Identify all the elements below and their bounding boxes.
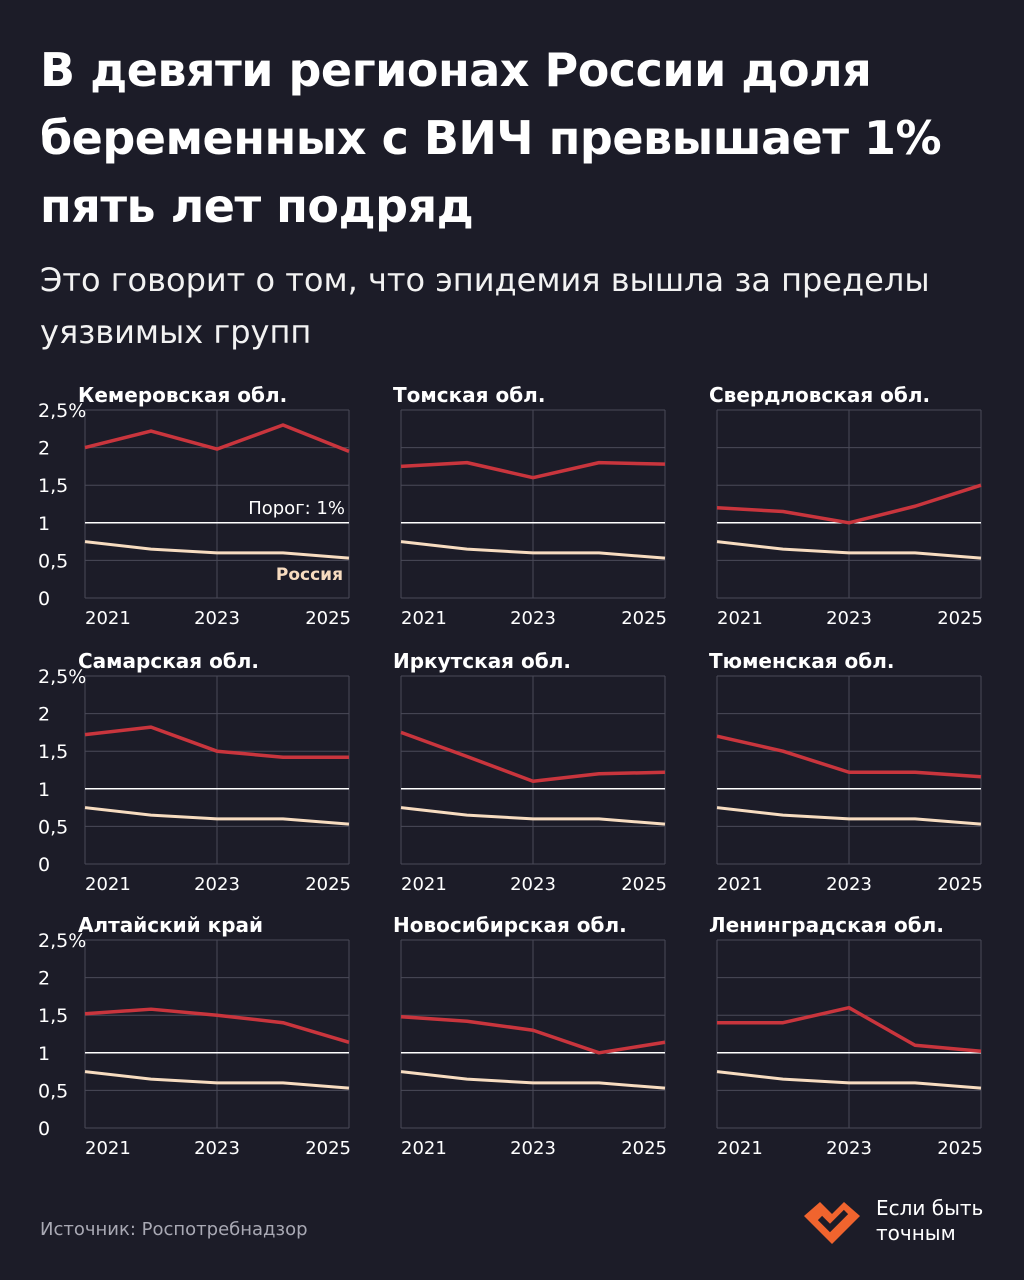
x-tick-label: 2021: [401, 608, 447, 629]
x-tick-label: 2023: [510, 608, 556, 629]
region-series-line: [400, 1014, 666, 1055]
russia-series-line: [716, 540, 982, 560]
region-series-line: [84, 1007, 350, 1044]
russia-series-line: [84, 1070, 350, 1090]
x-tick-label: 2023: [510, 1138, 556, 1159]
panel-title: Алтайский край: [78, 913, 263, 937]
panel-title: Самарская обл.: [78, 649, 259, 673]
x-tick-label: 2025: [937, 1138, 983, 1159]
x-tick-label: 2023: [194, 608, 240, 629]
y-tick-label: 0: [38, 854, 50, 876]
region-series-line: [84, 725, 349, 759]
brand-line-2: точным: [876, 1221, 956, 1245]
y-tick-label: 1,5: [38, 741, 68, 763]
russia-series-line: [84, 540, 350, 560]
x-tick-label: 2025: [305, 874, 351, 895]
brand-line-1: Если быть: [876, 1196, 984, 1220]
y-tick-label: 0,5: [38, 550, 68, 572]
x-tick-label: 2023: [826, 608, 872, 629]
x-tick-label: 2023: [194, 874, 240, 895]
y-tick-label: 2,5%: [38, 666, 86, 688]
russia-series-line: [400, 1070, 666, 1090]
x-tick-label: 2025: [621, 608, 667, 629]
panel-title: Ленинградская обл.: [709, 913, 944, 937]
y-tick-label: 2,5%: [38, 400, 86, 422]
russia-series-line: [400, 540, 666, 560]
y-tick-label: 2: [38, 968, 50, 990]
y-tick-label: 0: [38, 1118, 50, 1140]
panel-title: Томская обл.: [393, 383, 545, 407]
x-tick-label: 2021: [401, 1138, 447, 1159]
x-tick-label: 2021: [717, 608, 763, 629]
panel-title: Свердловская обл.: [709, 383, 930, 407]
panel-title: Тюменская обл.: [709, 649, 895, 673]
russia-label-bg: [273, 562, 345, 587]
y-tick-label: 0,5: [38, 816, 68, 838]
region-series-line: [717, 1005, 982, 1054]
brand-name: Если быть точным: [876, 1196, 983, 1246]
threshold-label: Порог: 1%: [248, 498, 345, 519]
region-series-line: [84, 423, 350, 453]
russia-series-line: [716, 806, 982, 826]
y-tick-label: 2: [38, 704, 50, 726]
brand-block: Если быть точным: [800, 1196, 1000, 1250]
y-tick-label: 2,5%: [38, 930, 86, 952]
x-tick-label: 2025: [621, 874, 667, 895]
y-tick-label: 1: [38, 779, 50, 801]
y-tick-label: 0,5: [38, 1080, 68, 1102]
page-subtitle: Это говорит о том, что эпидемия вышла за…: [40, 261, 930, 351]
russia-series-line: [716, 1070, 982, 1090]
y-tick-label: 1,5: [38, 475, 68, 497]
panel-title: Кемеровская обл.: [78, 383, 287, 407]
x-tick-label: 2023: [826, 1138, 872, 1159]
x-tick-label: 2021: [85, 1138, 131, 1159]
y-tick-label: 1: [38, 1043, 50, 1065]
x-tick-label: 2021: [85, 608, 131, 629]
x-tick-label: 2023: [826, 874, 872, 895]
threshold-label-bg: [241, 492, 347, 519]
y-tick-label: 2: [38, 438, 50, 460]
x-tick-label: 2021: [717, 874, 763, 895]
heart-check-icon: [804, 1202, 860, 1244]
x-tick-label: 2023: [510, 874, 556, 895]
russia-series-line: [400, 806, 666, 826]
y-tick-label: 1,5: [38, 1005, 68, 1027]
x-tick-label: 2021: [717, 1138, 763, 1159]
x-tick-label: 2025: [937, 608, 983, 629]
x-tick-label: 2025: [305, 608, 351, 629]
region-series-line: [400, 730, 666, 784]
y-tick-label: 0: [38, 588, 50, 610]
region-series-line: [400, 460, 666, 480]
page-title: В девяти регионах России доля беременных…: [40, 43, 942, 233]
x-tick-label: 2021: [401, 874, 447, 895]
panel-title: Новосибирская обл.: [393, 913, 627, 937]
russia-label: Россия: [276, 565, 343, 585]
x-tick-label: 2021: [85, 874, 131, 895]
y-tick-label: 1: [38, 513, 50, 535]
x-tick-label: 2025: [305, 1138, 351, 1159]
region-series-line: [716, 483, 982, 525]
russia-series-line: [84, 806, 350, 826]
x-tick-label: 2025: [937, 874, 983, 895]
x-tick-label: 2023: [194, 1138, 240, 1159]
x-tick-label: 2025: [621, 1138, 667, 1159]
source-note: Источник: Роспотребнадзор: [40, 1219, 308, 1240]
panel-title: Иркутская обл.: [393, 649, 571, 673]
region-series-line: [716, 734, 982, 779]
